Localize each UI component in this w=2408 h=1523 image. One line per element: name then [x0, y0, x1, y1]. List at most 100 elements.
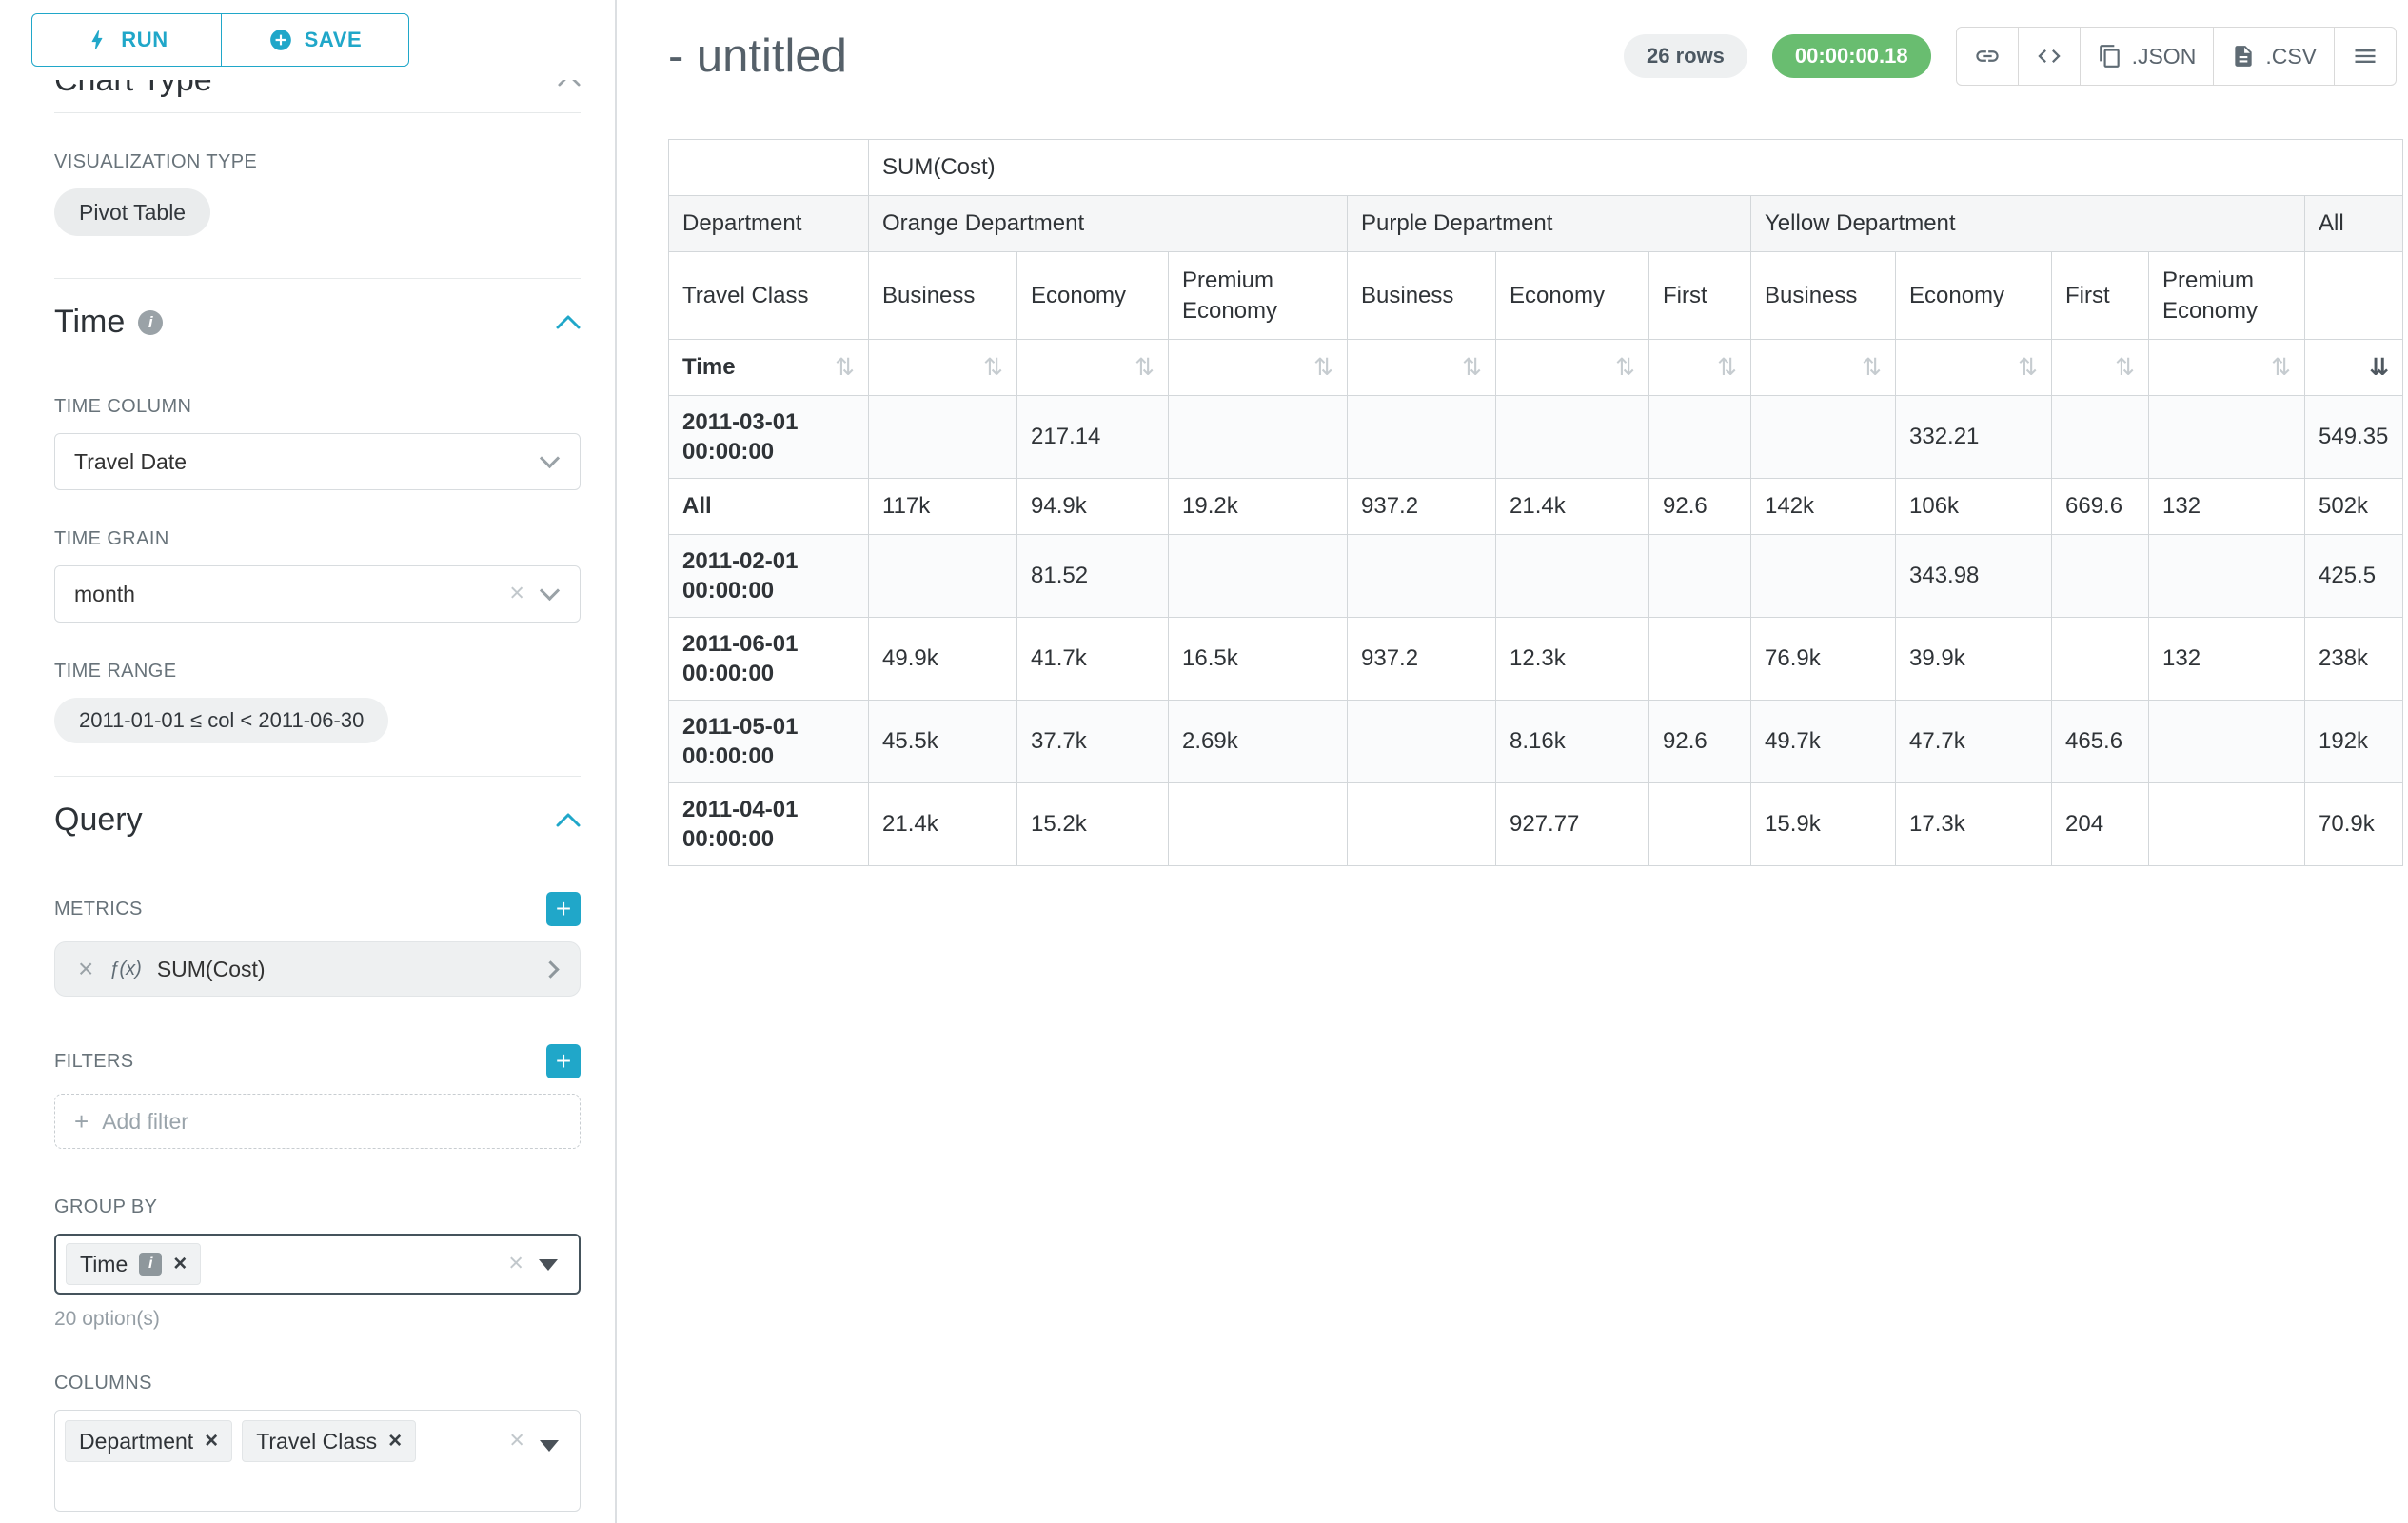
pivot-value-cell	[1347, 395, 1496, 479]
pivot-row-header: All	[668, 478, 869, 535]
pivot-value-cell	[868, 395, 1017, 479]
sort-icon[interactable]: ⇅	[1717, 352, 1737, 381]
sort-icon[interactable]: ⇅	[2115, 352, 2135, 381]
pivot-value-cell	[1495, 395, 1649, 479]
export-button-group: .JSON .CSV	[1955, 27, 2397, 86]
sort-icon[interactable]: ⇊	[2369, 352, 2390, 381]
pivot-row-header: 2011-06-01 00:00:00	[668, 617, 869, 701]
sort-icon[interactable]: ⇅	[1135, 352, 1155, 381]
pivot-value-cell	[2148, 395, 2305, 479]
class-header-cell: Economy	[1895, 251, 2052, 340]
chevron-right-icon[interactable]	[542, 959, 560, 979]
tag-label: Time	[80, 1251, 128, 1276]
time-range-value[interactable]: 2011-01-01 ≤ col < 2011-06-30	[54, 698, 389, 743]
class-header-cell: Business	[1347, 251, 1496, 340]
run-button[interactable]: RUN	[31, 13, 222, 67]
time-section-header[interactable]: Time i	[54, 304, 581, 341]
class-header-cell: Economy	[1495, 251, 1649, 340]
sort-icon[interactable]: ⇅	[1313, 352, 1333, 381]
add-filter-plus-button[interactable]: +	[546, 1044, 581, 1078]
remove-metric-icon[interactable]: ×	[78, 954, 94, 983]
pivot-value-cell: 21.4k	[868, 782, 1017, 866]
sort-cell: ⇅	[1648, 339, 1751, 396]
add-metric-button[interactable]: +	[546, 892, 581, 926]
pivot-value-cell: 332.21	[1895, 395, 2052, 479]
pivot-value-cell	[2148, 700, 2305, 783]
select-tag[interactable]: Department ×	[65, 1420, 233, 1462]
time-label: Time	[682, 354, 736, 381]
add-filter-button[interactable]: + Add filter	[54, 1094, 581, 1149]
pivot-value-cell: 70.9k	[2303, 782, 2404, 866]
share-link-button[interactable]	[1955, 27, 2019, 86]
pivot-row-header: 2011-03-01 00:00:00	[668, 395, 869, 479]
export-csv-button[interactable]: .CSV	[2213, 27, 2335, 86]
collapse-chevron-up-icon[interactable]	[556, 813, 581, 827]
group-by-select[interactable]: Time i × ×	[54, 1234, 581, 1295]
pivot-value-cell: 425.5	[2303, 534, 2404, 618]
metric-pill[interactable]: × ƒ(x) SUM(Cost)	[54, 941, 581, 997]
remove-tag-icon[interactable]: ×	[173, 1251, 188, 1276]
pivot-value-cell	[2051, 617, 2149, 701]
pivot-value-cell	[2148, 782, 2305, 866]
clear-icon[interactable]: ×	[509, 1425, 524, 1454]
pivot-value-cell: 2.69k	[1168, 700, 1348, 783]
run-button-label: RUN	[121, 28, 168, 51]
pivot-row-header: 2011-02-01 00:00:00	[668, 534, 869, 618]
sort-icon[interactable]: ⇅	[983, 352, 1003, 381]
pivot-value-cell	[1168, 782, 1348, 866]
view-query-button[interactable]	[2017, 27, 2081, 86]
chart-title[interactable]: - untitled	[668, 30, 847, 82]
pivot-value-cell: 76.9k	[1750, 617, 1896, 701]
pivot-row: 2011-02-01 00:00:00 81.52 343.98 425.5	[668, 534, 2404, 618]
query-section-header[interactable]: Query	[54, 801, 581, 839]
time-grain-select[interactable]: month ×	[54, 565, 581, 623]
chevron-down-icon	[539, 447, 561, 469]
remove-tag-icon[interactable]: ×	[205, 1428, 219, 1454]
sort-cell: ⇅	[1168, 339, 1348, 396]
clear-icon[interactable]: ×	[508, 1248, 523, 1277]
travel-class-label-cell: Travel Class	[668, 251, 869, 340]
sort-icon[interactable]: ⇅	[1462, 352, 1482, 381]
class-header-cell: First	[2051, 251, 2149, 340]
collapse-chevron-up-icon[interactable]	[556, 315, 581, 329]
class-header-cell: Business	[1750, 251, 1896, 340]
time-column-select[interactable]: Travel Date	[54, 433, 581, 490]
lightning-icon	[91, 30, 103, 49]
sort-icon[interactable]: ⇅	[1615, 352, 1635, 381]
pivot-value-cell	[2051, 534, 2149, 618]
remove-tag-icon[interactable]: ×	[388, 1428, 403, 1454]
pivot-value-cell: 92.6	[1648, 478, 1751, 535]
sort-icon[interactable]: ⇅	[2018, 352, 2038, 381]
chart-toolbar: 26 rows 00:00:00.18 .JSON	[1623, 27, 2397, 86]
empty-header-cell	[2303, 251, 2404, 340]
pivot-value-cell: 106k	[1895, 478, 2052, 535]
columns-select[interactable]: Department × Travel Class × ×	[54, 1410, 581, 1512]
columns-tags: Department × Travel Class ×	[65, 1420, 417, 1462]
pivot-value-cell	[1648, 782, 1751, 866]
clear-icon[interactable]: ×	[509, 578, 524, 607]
select-tag[interactable]: Time i ×	[66, 1243, 202, 1285]
pivot-value-cell: 49.9k	[868, 617, 1017, 701]
pivot-value-cell: 49.7k	[1750, 700, 1896, 783]
pivot-value-cell: 937.2	[1347, 617, 1496, 701]
pivot-value-cell	[1347, 782, 1496, 866]
sort-icon[interactable]: ⇅	[1862, 352, 1882, 381]
divider	[54, 112, 581, 113]
more-menu-button[interactable]	[2334, 27, 2397, 86]
export-json-button[interactable]: .JSON	[2079, 27, 2215, 86]
visualization-type-value[interactable]: Pivot Table	[54, 188, 211, 236]
pivot-value-cell	[868, 534, 1017, 618]
pivot-table-container: SUM(Cost) Department Orange Department Purp…	[668, 139, 2404, 866]
save-button[interactable]: SAVE	[221, 13, 409, 67]
pivot-value-cell: 142k	[1750, 478, 1896, 535]
sort-cell: ⇅	[2148, 339, 2305, 396]
query-timer-badge: 00:00:00.18	[1771, 34, 1931, 78]
class-header-cell: Premium Economy	[1168, 251, 1348, 340]
pivot-value-cell: 132	[2148, 478, 2305, 535]
csv-button-label: .CSV	[2265, 43, 2317, 69]
json-button-label: .JSON	[2131, 43, 2197, 69]
sort-icon[interactable]: ⇅	[835, 352, 855, 381]
sort-icon[interactable]: ⇅	[2271, 352, 2291, 381]
select-tag[interactable]: Travel Class ×	[242, 1420, 417, 1462]
file-icon	[2235, 46, 2252, 67]
